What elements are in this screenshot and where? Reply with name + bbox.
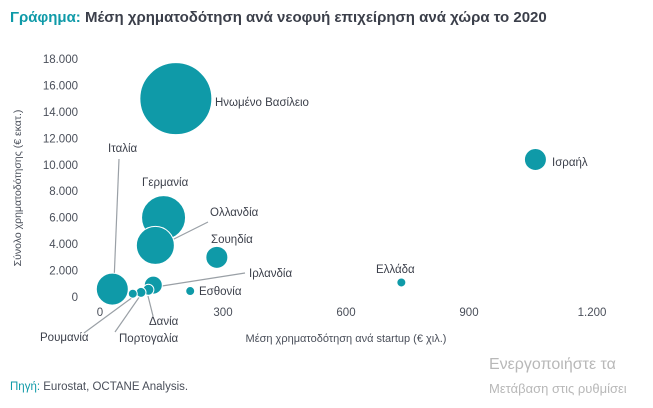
x-tick-label: 0 — [97, 307, 103, 319]
point-label: Εσθονία — [199, 286, 242, 298]
point-label: Ιταλία — [108, 143, 138, 155]
bubble-Ελλάδα — [396, 277, 407, 288]
y-tick-label: 2.000 — [49, 266, 78, 278]
leader-line — [147, 295, 154, 317]
x-tick-label: 300 — [213, 307, 232, 319]
y-tick-label: 8.000 — [49, 186, 78, 198]
y-axis-title: Σύνολο χρηματοδότησης (€ εκατ.) — [12, 110, 24, 267]
y-tick-label: 6.000 — [49, 213, 78, 225]
point-label: Ηνωμένο Βασίλειο — [215, 97, 309, 109]
bubble-Ρουμανία — [127, 288, 138, 299]
source-prefix: Πηγή: — [10, 381, 41, 393]
title-text: Μέση χρηματοδότηση ανά νεοφυή επιχείρηση… — [84, 9, 547, 26]
chart-title: Γράφημα: Μέση χρηματοδότηση ανά νεοφυή ε… — [10, 9, 547, 26]
point-label: Ρουμανία — [40, 332, 89, 344]
x-axis-title: Μέση χρηματοδότηση ανά startup (€ χιλ.) — [246, 333, 447, 345]
source-text: Eurostat, OCTANE Analysis. — [43, 381, 189, 393]
y-tick-label: 0 — [72, 292, 78, 304]
bubble-Ηνωμένο Βασίλειο — [139, 62, 213, 136]
y-tick-label: 14.000 — [43, 107, 78, 119]
leader-line — [113, 158, 120, 283]
bubble-Σουηδία — [205, 245, 229, 269]
x-tick-label: 1.200 — [578, 307, 607, 319]
point-label: Σουηδία — [211, 234, 253, 246]
point-label: Ελλάδα — [376, 264, 415, 276]
source-note: Πηγή: Eurostat, OCTANE Analysis. — [10, 381, 188, 393]
y-tick-label: 18.000 — [43, 54, 78, 66]
bubble-Εσθονία — [185, 286, 196, 297]
y-tick-label: 12.000 — [43, 133, 78, 145]
activation-watermark-line2: Μετάβαση στις ρυθμίσει — [489, 381, 627, 396]
activation-watermark-line1: Ενεργοποιήστε τα — [489, 356, 616, 373]
x-tick-label: 600 — [336, 307, 355, 319]
point-label: Δανία — [149, 316, 179, 328]
leader-line — [83, 296, 134, 334]
bubble-Ισραήλ — [523, 147, 547, 171]
point-label: Ολλανδία — [210, 207, 259, 219]
leader-line — [161, 272, 246, 287]
title-prefix: Γράφημα: — [10, 9, 81, 26]
point-label: Ισραήλ — [552, 157, 588, 169]
bubble-Ολλανδία — [135, 225, 175, 265]
y-tick-label: 16.000 — [43, 80, 78, 92]
y-tick-label: 4.000 — [49, 239, 78, 251]
y-tick-label: 10.000 — [43, 160, 78, 172]
point-label: Πορτογαλία — [119, 333, 179, 345]
leader-line — [114, 295, 141, 333]
x-tick-label: 900 — [459, 307, 478, 319]
bubble-Ιταλία — [95, 272, 129, 306]
point-label: Ιρλανδία — [249, 268, 292, 280]
point-label: Γερμανία — [142, 177, 189, 189]
